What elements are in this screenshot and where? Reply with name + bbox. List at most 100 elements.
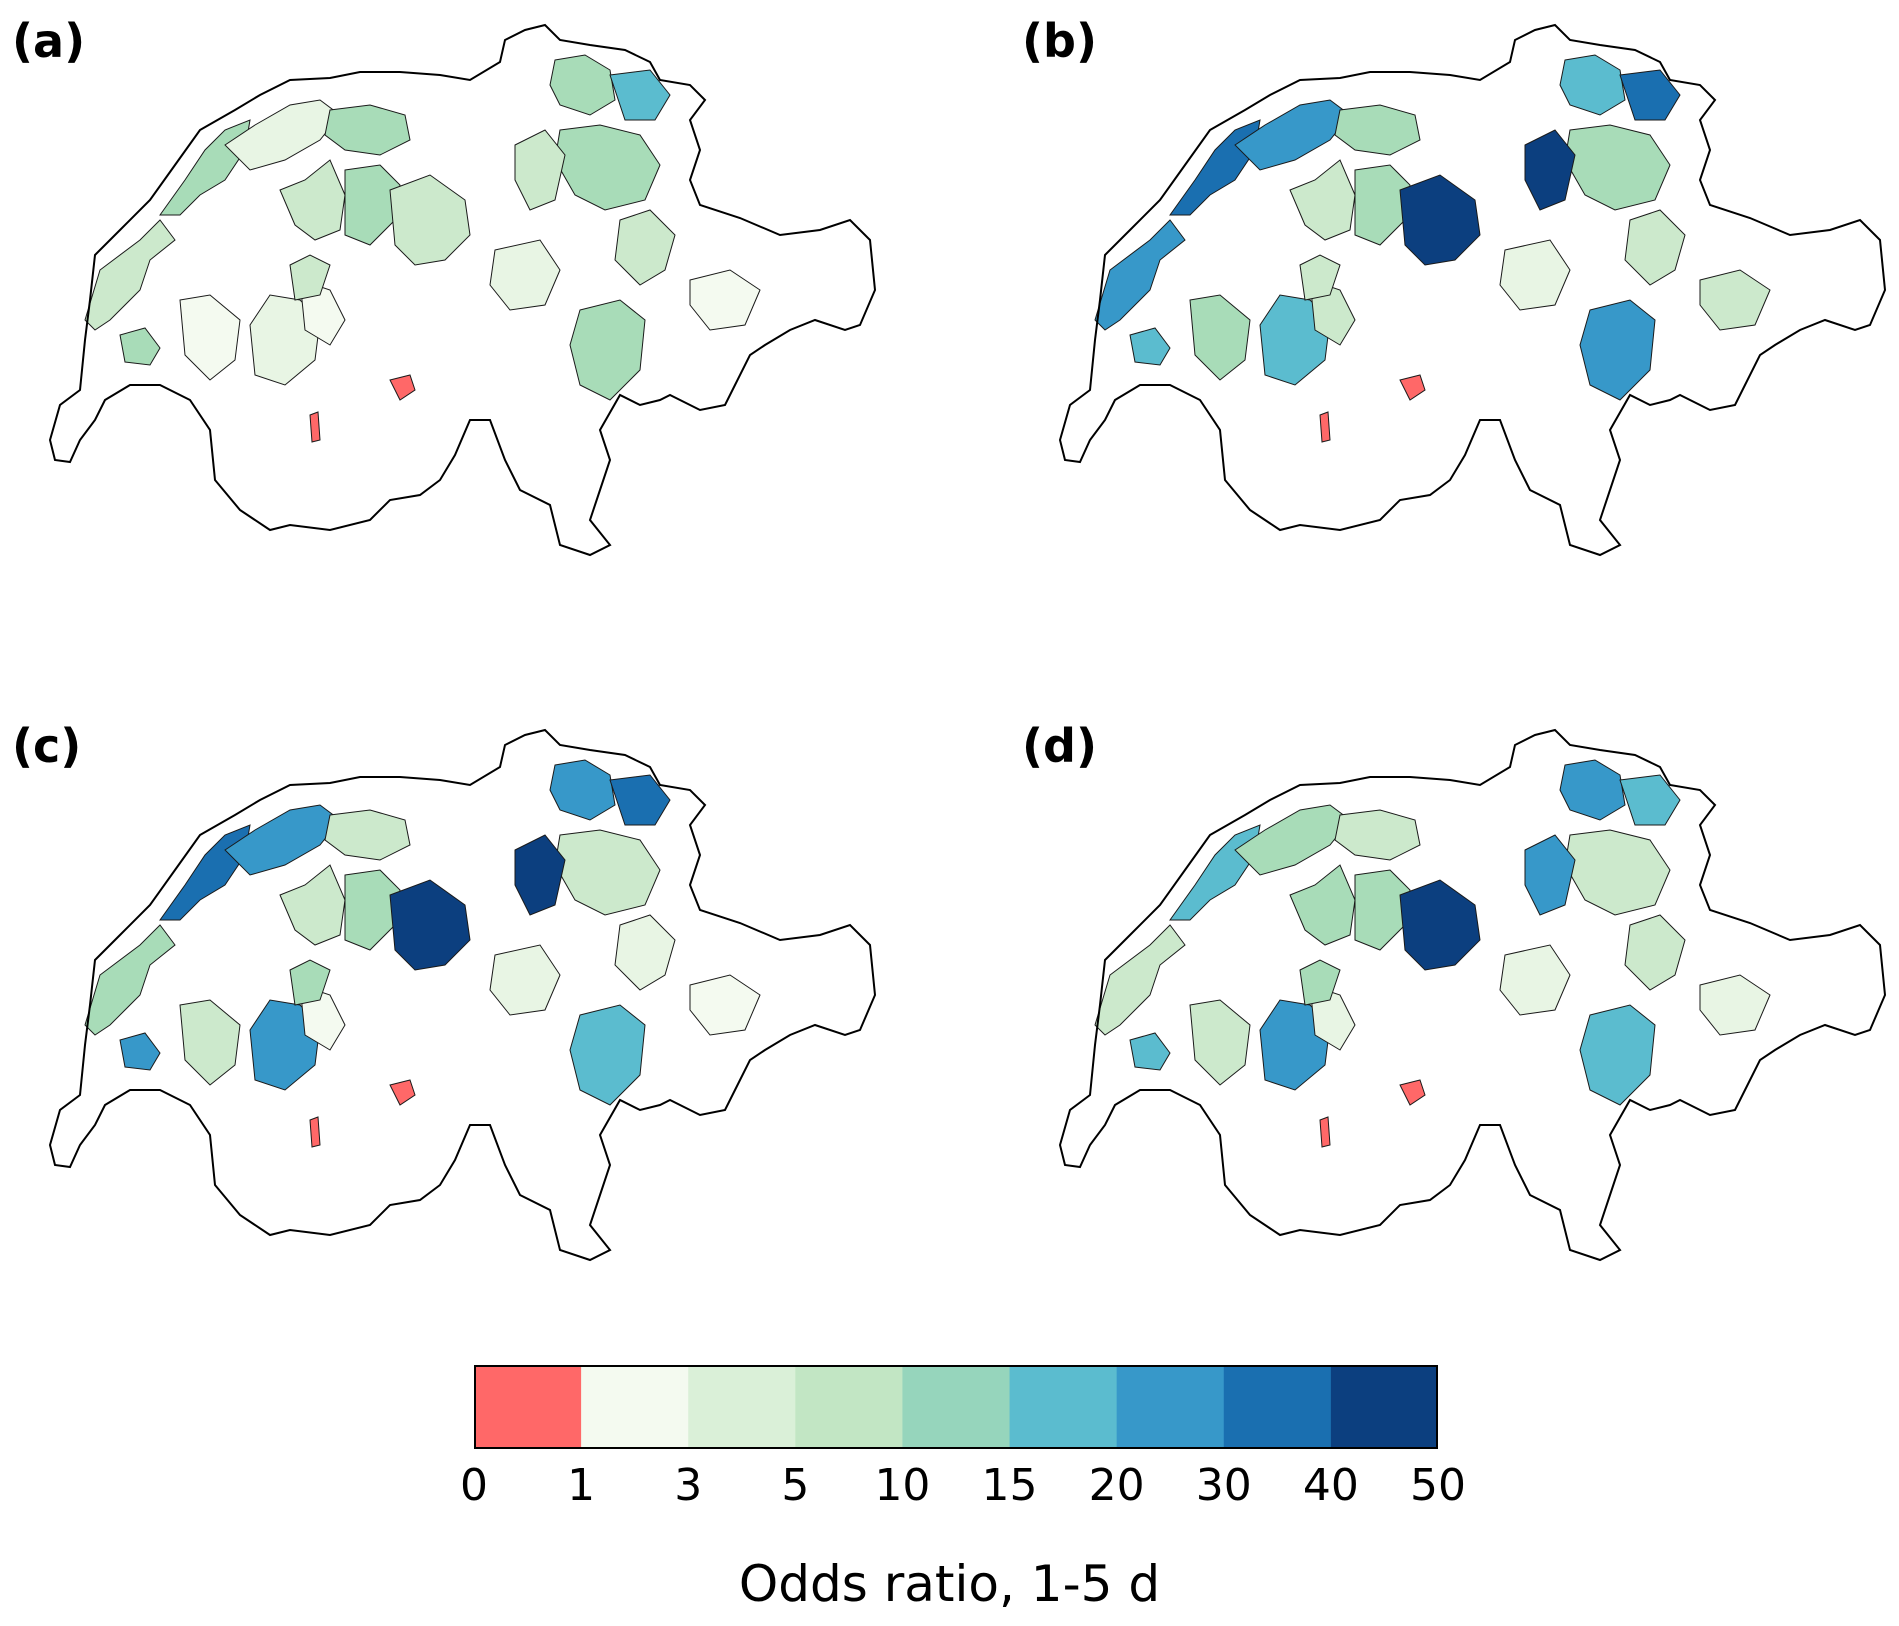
- switzerland-map: [48, 23, 877, 557]
- catchment-region: [1319, 411, 1331, 443]
- catchment-region: [179, 294, 241, 381]
- catchment-region: [1619, 69, 1681, 121]
- catchment-region: [224, 804, 341, 876]
- catchment-region: [1564, 829, 1671, 916]
- country-outline: [48, 23, 877, 557]
- catchment-region: [1564, 124, 1671, 211]
- catchment-region: [1234, 99, 1351, 171]
- catchment-region: [569, 1004, 646, 1106]
- catchment-region: [1129, 327, 1171, 366]
- map-panel-a: (a): [0, 0, 900, 640]
- catchment-region: [309, 411, 321, 443]
- catchment-region: [289, 254, 331, 301]
- catchment-region: [389, 374, 416, 401]
- catchment-region: [289, 959, 331, 1006]
- colorbar-tick-label: 20: [1088, 1460, 1145, 1511]
- catchment-region: [1499, 944, 1571, 1016]
- colorbar-tick-label: 10: [874, 1460, 931, 1511]
- catchment-region: [1499, 239, 1571, 311]
- catchment-region: [609, 69, 671, 121]
- colorbar-segment: [688, 1365, 796, 1449]
- catchment-region: [389, 879, 471, 971]
- switzerland-map: [48, 728, 877, 1262]
- catchment-region: [309, 1116, 321, 1148]
- colorbar-segment: [1116, 1365, 1225, 1449]
- colorbar-segment: [474, 1365, 582, 1449]
- catchment-region: [119, 327, 161, 366]
- colorbar-tick-label: 0: [460, 1460, 488, 1511]
- switzerland-map: [1058, 728, 1887, 1262]
- catchment-region: [1259, 294, 1331, 386]
- catchment-region: [279, 159, 346, 241]
- map-panel-b: (b): [1010, 0, 1899, 640]
- colorbar-tick-label: 50: [1410, 1460, 1466, 1511]
- catchment-region: [324, 104, 411, 156]
- catchment-region: [554, 124, 661, 211]
- map-panel-c: (c): [0, 705, 900, 1345]
- colorbar-tick-label: 5: [781, 1460, 810, 1511]
- catchment-region: [554, 829, 661, 916]
- catchment-region: [1319, 1116, 1331, 1148]
- catchment-region: [1299, 959, 1341, 1006]
- colorbar-segment: [581, 1365, 689, 1449]
- panel-label: (a): [12, 14, 86, 68]
- catchment-region: [1524, 834, 1576, 916]
- catchment-region: [514, 834, 566, 916]
- catchment-region: [1399, 174, 1481, 266]
- colorbar-tick-label: 30: [1195, 1460, 1252, 1511]
- catchment-region: [1289, 159, 1356, 241]
- catchment-region: [1624, 914, 1686, 991]
- catchment-region: [489, 239, 561, 311]
- catchment-region: [84, 219, 176, 331]
- catchment-region: [614, 914, 676, 991]
- colorbar-segment: [1330, 1365, 1438, 1449]
- catchment-region: [689, 974, 761, 1036]
- catchment-region: [1299, 254, 1341, 301]
- catchment-region: [609, 774, 671, 826]
- country-outline: [1058, 728, 1887, 1262]
- catchment-region: [1399, 374, 1426, 401]
- colorbar-label: Odds ratio, 1-5 d: [738, 1555, 1161, 1613]
- colorbar-tick-label: 40: [1302, 1460, 1359, 1511]
- panel-label: (b): [1022, 14, 1097, 68]
- catchment-region: [1189, 294, 1251, 381]
- colorbar-segment: [1223, 1365, 1332, 1449]
- catchment-region: [549, 54, 616, 116]
- catchment-region: [249, 294, 321, 386]
- catchment-region: [1579, 299, 1656, 401]
- catchment-region: [1624, 209, 1686, 286]
- catchment-region: [224, 99, 341, 171]
- catchment-region: [389, 174, 471, 266]
- catchment-region: [179, 999, 241, 1086]
- catchment-region: [1334, 104, 1421, 156]
- catchment-region: [249, 999, 321, 1091]
- colorbar-segment: [1009, 1365, 1118, 1449]
- colorbar-tick-label: 3: [674, 1460, 703, 1511]
- catchment-region: [324, 809, 411, 861]
- catchment-region: [389, 1079, 416, 1106]
- catchment-region: [514, 129, 566, 211]
- colorbar-tick-label: 1: [567, 1460, 596, 1511]
- catchment-region: [489, 944, 561, 1016]
- catchment-region: [119, 1032, 161, 1071]
- catchment-region: [84, 924, 176, 1036]
- panel-label: (c): [12, 719, 82, 773]
- catchment-region: [1524, 129, 1576, 211]
- switzerland-map: [1058, 23, 1887, 557]
- catchment-region: [1579, 1004, 1656, 1106]
- catchment-region: [1559, 54, 1626, 116]
- colorbar-border: [474, 1365, 1438, 1449]
- catchment-region: [1559, 759, 1626, 821]
- colorbar-tick-label: 15: [981, 1460, 1038, 1511]
- panel-label: (d): [1022, 719, 1097, 773]
- catchment-region: [1699, 269, 1771, 331]
- catchment-region: [1334, 809, 1421, 861]
- catchment-region: [569, 299, 646, 401]
- catchment-region: [1699, 974, 1771, 1036]
- map-panel-d: (d): [1010, 705, 1899, 1345]
- catchment-region: [1259, 999, 1331, 1091]
- colorbar: [474, 1365, 1438, 1449]
- catchment-region: [1619, 774, 1681, 826]
- catchment-region: [1129, 1032, 1171, 1071]
- catchment-region: [614, 209, 676, 286]
